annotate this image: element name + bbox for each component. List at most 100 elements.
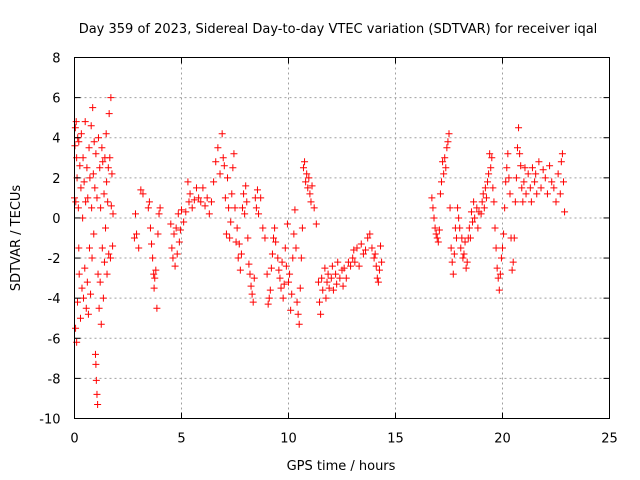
data-point — [170, 230, 178, 238]
data-point — [105, 110, 113, 118]
data-point — [246, 270, 254, 278]
data-point — [93, 194, 101, 202]
data-point — [81, 118, 89, 126]
data-point — [190, 196, 198, 204]
data-point — [92, 376, 100, 384]
data-point — [546, 162, 554, 170]
data-point — [72, 324, 80, 332]
y-axis-label: SDTVAR / TECUs — [9, 185, 24, 292]
data-point — [460, 250, 468, 258]
y-tick-label: -2 — [48, 252, 61, 267]
data-point — [312, 220, 320, 228]
data-point — [83, 278, 91, 286]
data-point — [474, 224, 482, 232]
data-point — [486, 150, 494, 158]
data-point — [174, 210, 182, 218]
data-point — [362, 246, 370, 254]
data-point — [173, 250, 181, 258]
data-point — [501, 204, 509, 212]
data-point — [88, 254, 96, 262]
data-point — [71, 124, 79, 132]
data-point — [466, 234, 474, 242]
data-point — [286, 270, 294, 278]
data-point — [248, 290, 256, 298]
data-point — [316, 298, 324, 306]
data-point — [307, 198, 315, 206]
data-point — [353, 244, 361, 252]
data-point — [517, 162, 525, 170]
data-point — [558, 150, 566, 158]
x-axis-label: GPS time / hours — [287, 459, 396, 474]
data-point — [104, 198, 112, 206]
data-point — [96, 278, 104, 286]
data-point — [184, 178, 192, 186]
data-point — [91, 184, 99, 192]
data-point — [541, 174, 549, 182]
data-point — [340, 264, 348, 272]
data-point — [442, 164, 450, 172]
data-point — [225, 204, 233, 212]
data-point — [556, 190, 564, 198]
data-point — [105, 250, 113, 258]
data-point — [99, 294, 107, 302]
data-point — [481, 184, 489, 192]
data-point — [500, 230, 508, 238]
data-point — [295, 320, 303, 328]
data-point — [308, 182, 316, 190]
data-point — [178, 206, 185, 214]
data-point — [154, 230, 162, 238]
data-point — [172, 224, 180, 232]
y-tick-label: -10 — [39, 413, 60, 428]
y-tick-label: 6 — [52, 92, 60, 107]
data-point — [89, 170, 97, 178]
data-point — [88, 204, 96, 212]
data-point — [87, 122, 95, 130]
data-point — [506, 190, 514, 198]
data-point — [305, 174, 313, 182]
data-point — [471, 214, 479, 222]
data-point — [484, 178, 492, 186]
data-point — [509, 258, 517, 266]
data-point — [277, 284, 285, 292]
data-point — [508, 266, 516, 274]
data-point — [430, 214, 438, 222]
data-point — [327, 274, 335, 282]
x-tick-label: 20 — [494, 432, 511, 447]
data-point — [237, 250, 245, 258]
data-point — [98, 244, 106, 252]
data-point — [93, 390, 101, 398]
data-point — [285, 278, 292, 286]
data-point — [245, 260, 253, 268]
data-point — [278, 258, 286, 266]
data-point — [80, 178, 88, 186]
data-point — [377, 242, 385, 250]
data-point — [310, 204, 318, 212]
data-point — [137, 186, 145, 194]
data-point — [100, 258, 108, 266]
data-point — [102, 224, 110, 232]
data-point — [207, 198, 215, 206]
data-point — [131, 210, 139, 218]
data-point — [516, 150, 524, 158]
data-point — [480, 204, 488, 212]
data-point — [199, 184, 207, 192]
data-point — [274, 254, 282, 262]
data-point — [287, 306, 295, 314]
y-tick-label: -6 — [48, 332, 61, 347]
data-point — [431, 224, 439, 232]
data-point — [492, 244, 500, 252]
data-point — [75, 270, 83, 278]
data-point — [167, 220, 175, 228]
data-point — [297, 254, 305, 262]
data-point — [74, 204, 82, 212]
data-point — [75, 138, 83, 146]
data-point — [559, 178, 567, 186]
x-tick-label: 5 — [177, 432, 185, 447]
data-point — [188, 204, 196, 212]
data-point — [171, 262, 179, 270]
data-point — [203, 194, 211, 202]
data-point — [552, 198, 560, 206]
data-point — [102, 130, 110, 138]
data-point — [292, 244, 300, 252]
